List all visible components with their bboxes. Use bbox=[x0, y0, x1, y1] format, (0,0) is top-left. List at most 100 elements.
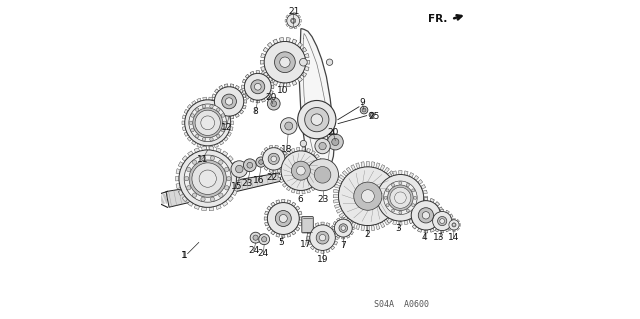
Wedge shape bbox=[404, 171, 408, 175]
Wedge shape bbox=[235, 113, 239, 117]
Circle shape bbox=[332, 138, 339, 145]
Circle shape bbox=[268, 97, 280, 110]
Wedge shape bbox=[376, 163, 380, 169]
Wedge shape bbox=[264, 217, 268, 220]
Wedge shape bbox=[222, 151, 228, 156]
Wedge shape bbox=[413, 215, 419, 220]
Wedge shape bbox=[286, 82, 291, 87]
Wedge shape bbox=[230, 84, 234, 87]
Text: 24: 24 bbox=[257, 249, 269, 258]
Circle shape bbox=[223, 121, 227, 124]
Wedge shape bbox=[296, 190, 300, 194]
Circle shape bbox=[287, 14, 300, 27]
Wedge shape bbox=[337, 208, 342, 213]
Circle shape bbox=[216, 134, 220, 138]
Circle shape bbox=[291, 18, 296, 23]
Wedge shape bbox=[382, 175, 387, 181]
Circle shape bbox=[193, 193, 196, 197]
Wedge shape bbox=[420, 184, 426, 189]
Wedge shape bbox=[280, 82, 284, 87]
Wedge shape bbox=[430, 198, 435, 203]
Wedge shape bbox=[397, 189, 403, 193]
Wedge shape bbox=[308, 230, 311, 234]
Wedge shape bbox=[235, 169, 239, 174]
Circle shape bbox=[195, 108, 199, 111]
Wedge shape bbox=[350, 231, 353, 235]
Wedge shape bbox=[289, 26, 292, 29]
Wedge shape bbox=[457, 228, 460, 230]
Wedge shape bbox=[304, 66, 309, 71]
Wedge shape bbox=[371, 225, 375, 231]
Wedge shape bbox=[267, 227, 271, 231]
Wedge shape bbox=[409, 218, 413, 223]
Wedge shape bbox=[282, 183, 287, 187]
Circle shape bbox=[362, 190, 374, 203]
Circle shape bbox=[285, 122, 292, 130]
Wedge shape bbox=[178, 190, 183, 196]
Circle shape bbox=[221, 129, 225, 132]
Circle shape bbox=[262, 237, 267, 242]
Text: 1: 1 bbox=[182, 251, 188, 260]
Circle shape bbox=[202, 137, 205, 141]
Wedge shape bbox=[333, 231, 336, 235]
Wedge shape bbox=[339, 174, 345, 180]
Wedge shape bbox=[342, 217, 345, 219]
Wedge shape bbox=[245, 95, 250, 99]
Wedge shape bbox=[291, 148, 295, 153]
Wedge shape bbox=[307, 236, 310, 239]
Wedge shape bbox=[310, 226, 314, 230]
Wedge shape bbox=[182, 196, 188, 202]
Circle shape bbox=[195, 134, 199, 138]
Wedge shape bbox=[373, 196, 377, 199]
Wedge shape bbox=[291, 189, 295, 193]
Wedge shape bbox=[397, 199, 403, 203]
Wedge shape bbox=[380, 165, 385, 171]
Wedge shape bbox=[243, 94, 246, 98]
Wedge shape bbox=[396, 184, 401, 188]
Wedge shape bbox=[250, 71, 254, 75]
Circle shape bbox=[191, 129, 194, 132]
Wedge shape bbox=[439, 219, 443, 224]
Wedge shape bbox=[445, 210, 449, 213]
Circle shape bbox=[251, 80, 265, 94]
Wedge shape bbox=[280, 159, 284, 163]
Circle shape bbox=[298, 100, 336, 139]
Text: 22: 22 bbox=[266, 173, 278, 182]
Circle shape bbox=[202, 105, 205, 108]
Circle shape bbox=[399, 211, 402, 214]
Circle shape bbox=[219, 160, 223, 164]
Circle shape bbox=[189, 121, 193, 124]
Wedge shape bbox=[431, 214, 435, 218]
Circle shape bbox=[433, 211, 452, 231]
Circle shape bbox=[449, 220, 459, 230]
Wedge shape bbox=[292, 80, 297, 85]
Circle shape bbox=[201, 156, 205, 160]
Wedge shape bbox=[197, 144, 201, 147]
Wedge shape bbox=[326, 249, 330, 253]
Wedge shape bbox=[191, 141, 196, 145]
Wedge shape bbox=[250, 99, 254, 102]
Circle shape bbox=[191, 114, 194, 117]
Wedge shape bbox=[287, 233, 291, 237]
Wedge shape bbox=[227, 132, 231, 137]
Wedge shape bbox=[430, 228, 435, 232]
Circle shape bbox=[315, 138, 330, 154]
Circle shape bbox=[406, 209, 410, 212]
Wedge shape bbox=[244, 100, 246, 103]
Wedge shape bbox=[391, 174, 397, 180]
Circle shape bbox=[412, 189, 415, 192]
Wedge shape bbox=[230, 127, 233, 131]
Wedge shape bbox=[243, 79, 246, 83]
Circle shape bbox=[211, 197, 214, 201]
Text: S04A  A0600: S04A A0600 bbox=[374, 300, 429, 309]
Circle shape bbox=[216, 108, 220, 111]
Wedge shape bbox=[267, 206, 271, 210]
Text: 9: 9 bbox=[359, 98, 365, 107]
Circle shape bbox=[192, 163, 223, 195]
Text: 21: 21 bbox=[288, 7, 300, 16]
Wedge shape bbox=[366, 226, 369, 231]
Wedge shape bbox=[285, 19, 287, 22]
Wedge shape bbox=[212, 105, 216, 109]
Wedge shape bbox=[216, 148, 221, 152]
Circle shape bbox=[341, 226, 346, 230]
